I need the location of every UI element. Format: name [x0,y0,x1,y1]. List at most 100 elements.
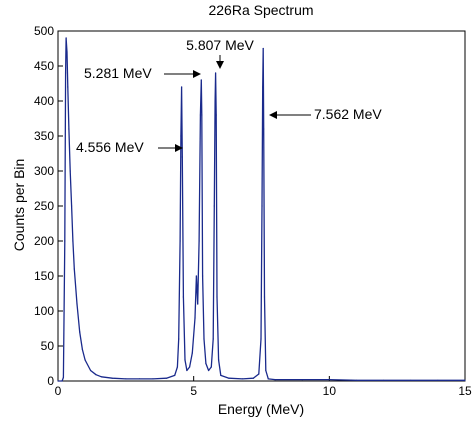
y-axis-label: Counts per Bin [11,159,27,252]
data-point [200,79,202,81]
data-point [228,377,230,379]
data-point [464,379,466,381]
data-point [165,377,168,379]
data-point [67,86,69,88]
x-tick-label: 10 [323,384,337,398]
y-tick-label: 0 [47,374,54,388]
data-point [100,376,103,378]
y-tick-label: 150 [34,269,54,283]
data-point [138,378,140,380]
data-point [220,374,222,376]
data-point [152,378,154,380]
data-point [73,268,75,270]
y-tick-label: 500 [34,24,54,38]
data-point [81,348,84,351]
data-point [89,369,92,372]
data-point [65,37,67,39]
data-point [57,380,59,382]
spectrum-series-line [58,37,465,382]
data-point [410,379,412,381]
data-point [176,366,178,368]
x-tick-label: 5 [190,384,197,398]
data-point [188,366,191,368]
y-tick-label: 400 [34,94,54,108]
data-point [214,72,217,74]
x-tick-label: 0 [55,384,62,398]
data-point [66,51,68,53]
data-point [181,86,183,88]
data-point [205,362,207,365]
data-point [70,205,73,207]
data-point [216,296,218,298]
data-point [218,359,220,361]
data-point [198,240,200,242]
peak-annotation-label: 5.807 MeV [186,37,254,53]
data-point [191,352,193,354]
data-point [95,374,97,376]
data-point [383,379,385,381]
peak-annotations: 4.556 MeV 5.281 MeV 5.807 MeV 7.562 MeV [76,37,382,155]
data-point [261,205,263,207]
data-point [262,86,264,88]
data-point [212,338,214,340]
data-point [201,114,203,116]
data-point [262,47,264,50]
data-point [274,379,276,381]
data-point [202,275,204,277]
data-point [180,135,182,137]
data-point [301,379,303,381]
data-point [265,369,267,372]
data-point [267,378,269,380]
x-axis-label: Energy (MeV) [218,401,304,417]
data-point [437,379,439,381]
peak-annotation-label: 5.281 MeV [84,65,152,81]
data-point [263,128,265,130]
data-point [79,331,81,333]
data-point [72,240,74,242]
chart-title: 226Ra Spectrum [208,2,313,18]
data-point [64,240,66,242]
data-point [84,359,86,361]
data-point [241,378,244,380]
y-tick-label: 350 [34,129,54,143]
y-tick-label: 100 [34,304,54,318]
y-tick-label: 250 [34,199,54,213]
x-tick-label: 15 [458,384,472,398]
data-point [213,205,215,207]
data-point [328,379,330,381]
data-point [207,369,210,372]
data-point [76,303,78,305]
y-tick-label: 50 [41,339,55,353]
data-point [252,377,254,379]
y-tick-label: 200 [34,234,54,248]
data-point [64,72,67,74]
data-point [210,366,212,368]
data-point [214,100,216,102]
data-point [62,376,65,379]
data-point [195,275,197,277]
data-point [111,377,113,379]
data-point [174,374,176,376]
y-tick-label: 450 [34,59,54,73]
data-point [184,359,186,361]
data-point [181,156,183,158]
data-point [194,317,196,319]
data-point [258,373,260,375]
peak-annotation-label: 7.562 MeV [314,106,382,122]
data-point [186,369,188,372]
data-point [182,296,184,298]
data-point [68,128,70,130]
data-point [61,380,63,382]
y-tick-label: 300 [34,164,54,178]
data-point [199,114,202,116]
data-point [197,303,199,305]
data-point [203,338,205,340]
data-point [215,114,217,116]
data-point [263,296,266,298]
data-point [125,378,127,380]
data-point [179,240,181,242]
peak-annotation-label: 4.556 MeV [76,139,144,155]
data-point [260,338,262,340]
data-point [178,338,180,340]
